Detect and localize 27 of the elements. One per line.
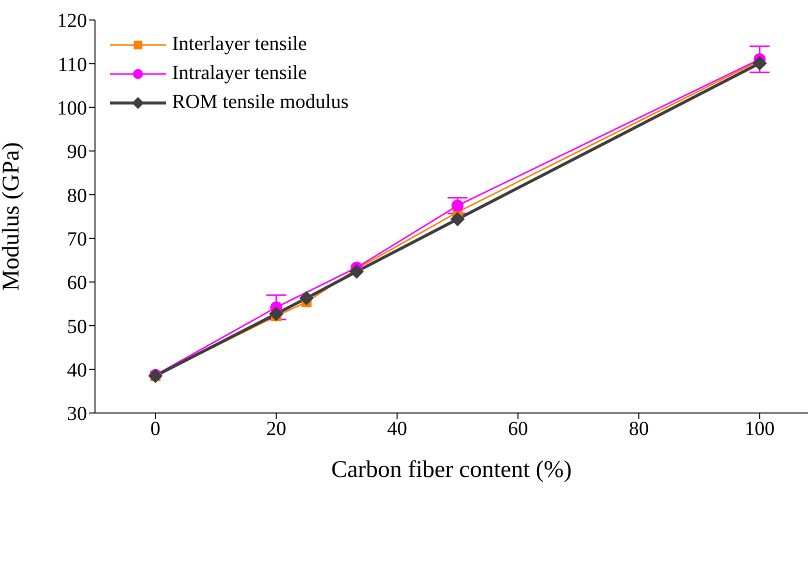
legend-label: Intralayer tensile — [172, 62, 307, 85]
x-tick-label: 0 — [150, 418, 160, 440]
point — [752, 56, 767, 70]
y-tick-label: 70 — [67, 228, 87, 250]
x-tick-label: 80 — [628, 418, 649, 440]
x-axis-title: Carbon fiber content (%) — [331, 457, 572, 483]
y-axis-title: Modulus (GPa) — [0, 142, 25, 291]
y-tick-label: 100 — [57, 97, 87, 120]
y-tick-label: 30 — [67, 403, 87, 426]
x-tick-label: 60 — [508, 418, 528, 440]
point — [452, 200, 464, 212]
point — [349, 264, 364, 279]
y-tick-label: 110 — [58, 54, 87, 76]
point — [450, 212, 465, 226]
y-tick-label: 90 — [67, 141, 87, 164]
x-tick-label: 100 — [744, 418, 775, 440]
legend-label: ROM tensile modulus — [172, 91, 349, 114]
x-tick-label: 20 — [266, 418, 286, 440]
legend-label: Interlayer tensile — [172, 33, 307, 56]
point — [299, 290, 314, 306]
y-tick-label: 40 — [67, 359, 87, 382]
point — [269, 306, 284, 322]
y-tick-label: 50 — [67, 316, 87, 338]
y-tick-label: 60 — [67, 272, 87, 294]
y-tick-label: 120 — [57, 10, 87, 32]
x-tick-label: 40 — [387, 418, 408, 440]
y-tick-label: 80 — [67, 184, 87, 207]
